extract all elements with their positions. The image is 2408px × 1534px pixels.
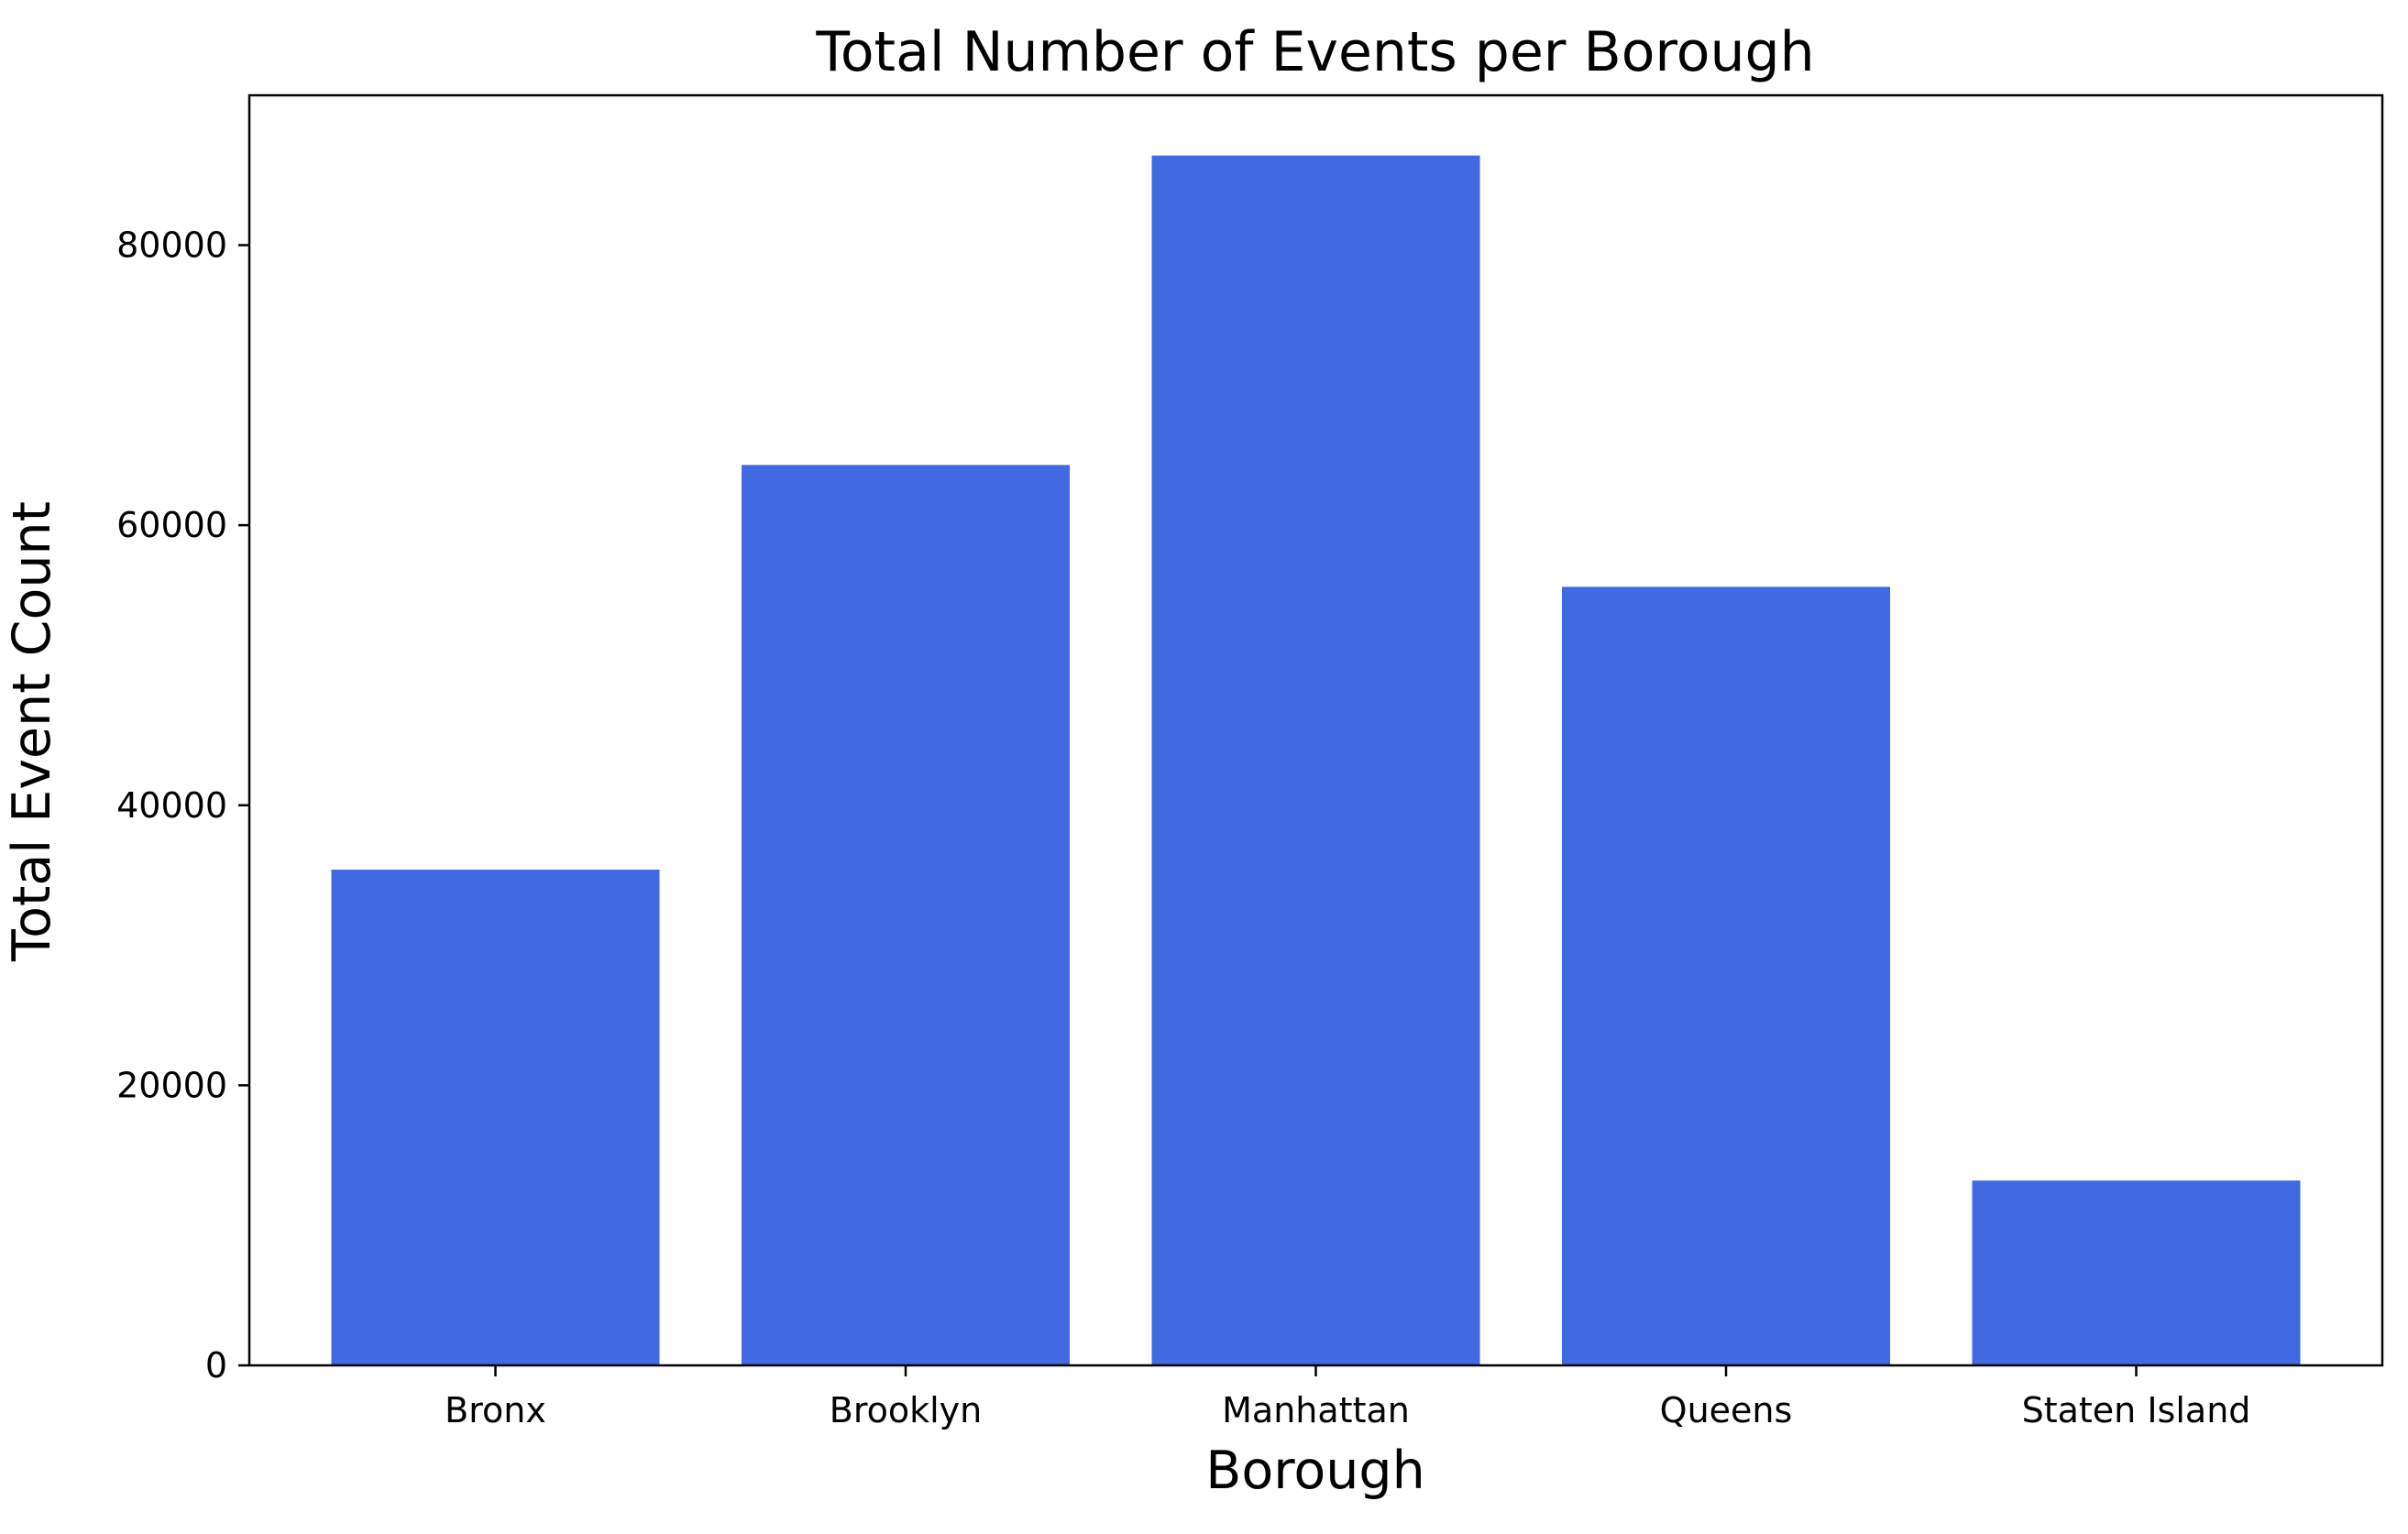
bar-bronx xyxy=(331,870,660,1365)
y-tick-label: 80000 xyxy=(116,225,227,266)
x-tick-label: Brooklyn xyxy=(830,1390,983,1430)
y-tick-label: 0 xyxy=(205,1345,227,1386)
x-tick-label: Bronx xyxy=(445,1390,546,1430)
bar-queens xyxy=(1562,586,1890,1365)
plot-frame xyxy=(247,93,2384,1367)
x-tick-label: Queens xyxy=(1660,1390,1793,1430)
x-tick-label: Staten Island xyxy=(2022,1390,2251,1430)
bar-brooklyn xyxy=(742,465,1070,1366)
y-tick-label: 40000 xyxy=(116,785,227,826)
bar-manhattan xyxy=(1151,155,1480,1365)
chart-title: Total Number of Events per Borough xyxy=(815,20,1814,84)
x-tick-label: Manhattan xyxy=(1222,1390,1410,1430)
y-tick-label: 60000 xyxy=(116,505,227,545)
x-axis: Bronx Brooklyn Manhattan Queens Staten Islan… xyxy=(445,1365,2250,1430)
y-axis-label: Total Event Count xyxy=(2,501,62,962)
x-axis-label: Borough xyxy=(1205,1441,1424,1501)
bars-group xyxy=(331,155,2301,1366)
y-tick-label: 20000 xyxy=(116,1065,227,1105)
bar-staten-island xyxy=(1972,1180,2301,1365)
y-axis: 0 20000 40000 60000 80000 xyxy=(116,225,249,1386)
